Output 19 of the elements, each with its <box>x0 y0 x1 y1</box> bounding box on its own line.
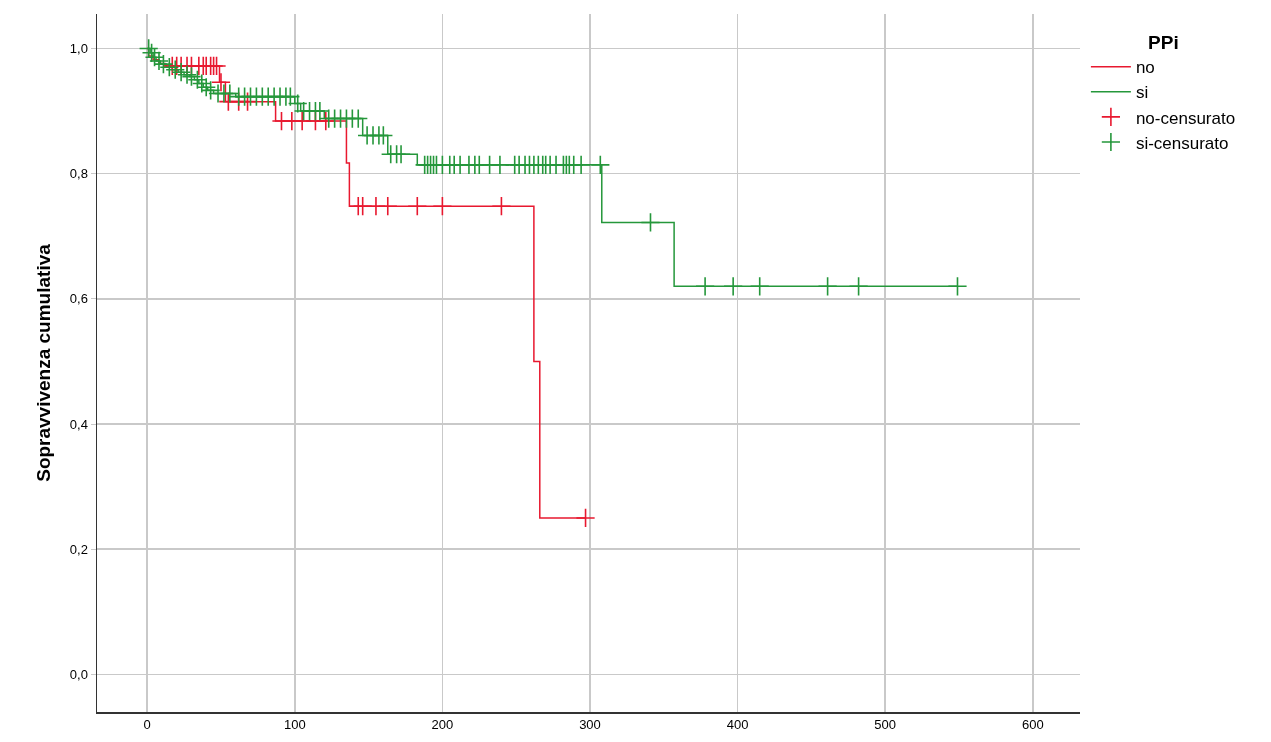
y-tick-label: 0,8 <box>69 166 88 182</box>
x-tick-label: 400 <box>726 717 749 733</box>
y-tick-label: 1,0 <box>69 40 88 56</box>
legend-title: PPi <box>1148 32 1179 54</box>
x-tick-label: 200 <box>431 717 454 733</box>
y-tick-label: 0,6 <box>69 291 88 307</box>
legend-label: no-censurato <box>1135 108 1236 128</box>
y-tick-label: 0,2 <box>69 541 88 557</box>
x-tick-label: 100 <box>283 717 306 733</box>
x-tick-label: 0 <box>143 717 151 733</box>
legend-label: no <box>1135 58 1155 78</box>
legend-label: si <box>1135 83 1149 103</box>
x-tick-label: 500 <box>874 717 897 733</box>
x-tick-label: 300 <box>579 717 601 733</box>
legend-label: si-censurato <box>1135 133 1229 153</box>
x-tick-label: 600 <box>1021 717 1044 733</box>
y-tick-label: 0,0 <box>69 666 88 682</box>
y-tick-label: 0,4 <box>69 416 88 432</box>
y-axis-title: Sopravvivenza cumulativa <box>32 243 54 482</box>
